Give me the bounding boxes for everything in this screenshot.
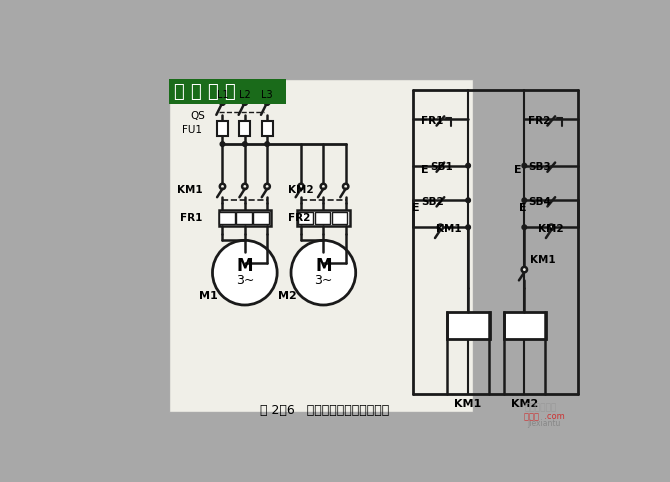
Text: KM1: KM1 bbox=[454, 399, 482, 409]
Circle shape bbox=[466, 225, 470, 229]
Text: SB4: SB4 bbox=[528, 197, 551, 207]
Circle shape bbox=[243, 100, 247, 105]
Text: M1: M1 bbox=[199, 291, 218, 301]
Bar bbox=[169, 80, 473, 412]
Bar bbox=[219, 212, 234, 224]
Text: KM1: KM1 bbox=[436, 224, 462, 234]
Circle shape bbox=[265, 184, 270, 189]
Text: 基 库 电 路: 基 库 电 路 bbox=[174, 83, 236, 101]
Text: 电工技术之家: 电工技术之家 bbox=[525, 404, 557, 413]
Bar bbox=[297, 210, 350, 227]
Circle shape bbox=[265, 142, 269, 147]
Text: 3~: 3~ bbox=[314, 274, 332, 287]
Bar bbox=[237, 212, 252, 224]
Circle shape bbox=[243, 142, 247, 147]
Text: 3~: 3~ bbox=[236, 274, 254, 287]
Circle shape bbox=[291, 241, 356, 305]
Circle shape bbox=[298, 184, 304, 189]
Text: KM1: KM1 bbox=[177, 185, 202, 195]
Text: M: M bbox=[315, 257, 332, 275]
Text: L2: L2 bbox=[239, 90, 251, 100]
Text: FR2: FR2 bbox=[288, 213, 310, 223]
Circle shape bbox=[522, 198, 527, 202]
Text: FR1: FR1 bbox=[180, 213, 202, 223]
Circle shape bbox=[220, 142, 225, 147]
Bar bbox=[315, 212, 330, 224]
Text: M2: M2 bbox=[278, 291, 297, 301]
Text: KM2: KM2 bbox=[511, 399, 538, 409]
Text: FR2: FR2 bbox=[528, 116, 551, 126]
Bar bbox=[448, 312, 490, 339]
Circle shape bbox=[438, 225, 443, 230]
Text: SB1: SB1 bbox=[430, 162, 453, 172]
Circle shape bbox=[466, 198, 470, 202]
Text: QS: QS bbox=[190, 110, 205, 120]
Bar bbox=[298, 212, 314, 224]
Circle shape bbox=[522, 163, 527, 168]
Text: KM1: KM1 bbox=[531, 255, 556, 266]
Text: E: E bbox=[412, 203, 419, 213]
Bar bbox=[332, 212, 347, 224]
Text: L1: L1 bbox=[216, 90, 228, 100]
Bar bbox=[504, 312, 546, 339]
Text: 图 2－6   按顺序工作时的控制线路: 图 2－6 按顺序工作时的控制线路 bbox=[259, 404, 389, 417]
Circle shape bbox=[265, 100, 269, 105]
Text: SB2: SB2 bbox=[421, 197, 444, 207]
Bar bbox=[217, 121, 228, 136]
Text: FR1: FR1 bbox=[421, 116, 444, 126]
Text: E: E bbox=[421, 165, 429, 175]
Circle shape bbox=[343, 184, 348, 189]
Circle shape bbox=[522, 225, 527, 229]
Circle shape bbox=[220, 100, 225, 105]
Circle shape bbox=[212, 241, 277, 305]
Bar bbox=[169, 80, 285, 104]
Circle shape bbox=[549, 225, 554, 230]
Text: KM2: KM2 bbox=[538, 224, 564, 234]
Bar bbox=[239, 121, 250, 136]
Bar bbox=[253, 212, 269, 224]
Circle shape bbox=[466, 163, 470, 168]
Text: KM2: KM2 bbox=[288, 185, 314, 195]
Circle shape bbox=[522, 267, 527, 272]
Text: SB3: SB3 bbox=[528, 162, 551, 172]
Bar bbox=[218, 210, 271, 227]
Text: 接线图  .com: 接线图 .com bbox=[525, 412, 565, 421]
Text: E: E bbox=[515, 165, 522, 175]
Text: jiexiantu: jiexiantu bbox=[527, 419, 561, 428]
Text: FU1: FU1 bbox=[182, 125, 202, 135]
Circle shape bbox=[242, 184, 247, 189]
Text: M: M bbox=[237, 257, 253, 275]
Circle shape bbox=[220, 184, 225, 189]
Circle shape bbox=[321, 184, 326, 189]
Bar bbox=[262, 121, 273, 136]
Text: E: E bbox=[519, 203, 527, 213]
Text: L3: L3 bbox=[261, 90, 273, 100]
